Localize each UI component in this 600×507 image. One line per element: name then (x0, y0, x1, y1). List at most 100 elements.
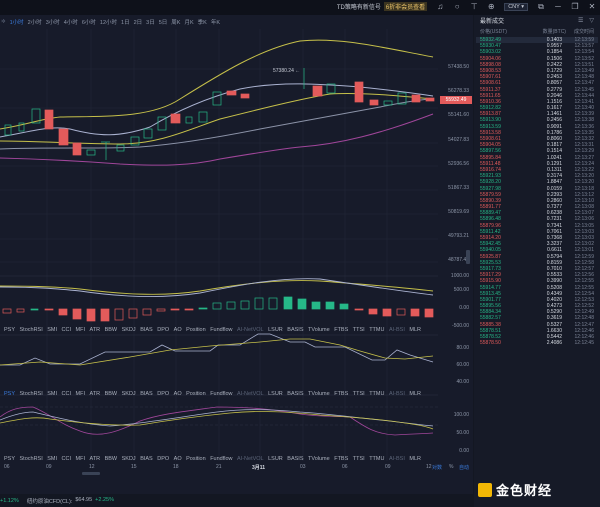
tf-2d[interactable]: 2日 (133, 20, 143, 26)
ind-position[interactable]: Position (186, 390, 206, 397)
ind-ttsi[interactable]: TTSI (352, 455, 365, 462)
ind-atr[interactable]: ATR (89, 455, 101, 462)
ind-fundflow[interactable]: Fundflow (210, 455, 233, 462)
ind-mfi[interactable]: MFI (75, 326, 85, 333)
ind-mfi[interactable]: MFI (75, 455, 85, 462)
tf-1d[interactable]: 1日 (121, 20, 130, 26)
tf-12h[interactable]: 12小时 (99, 20, 118, 26)
ind-ai-netvol[interactable]: AI-NetVOL (237, 455, 264, 462)
tf-6h[interactable]: 6小时 (81, 20, 96, 26)
ind-basis[interactable]: BASIS (287, 455, 304, 462)
ind-smi[interactable]: SMI (47, 390, 58, 397)
ind-bbw[interactable]: BBW (104, 455, 118, 462)
ind-ftbs[interactable]: FTBS (334, 455, 349, 462)
ind-atr[interactable]: ATR (89, 326, 101, 333)
chat-icon[interactable]: ○ (454, 1, 460, 11)
ind-bbw[interactable]: BBW (104, 390, 118, 397)
ind-ai-netvol[interactable]: AI-NetVOL (237, 326, 264, 333)
ind-cci[interactable]: CCI (61, 326, 72, 333)
ind-bias[interactable]: BIAS (140, 455, 153, 462)
tf-2h[interactable]: 2小时 (27, 20, 42, 26)
ind-psy[interactable]: PSY (4, 390, 16, 397)
tf-year[interactable]: 年K (210, 20, 220, 26)
ind-atr[interactable]: ATR (89, 390, 101, 397)
tf-4h[interactable]: 4小时 (63, 20, 78, 26)
ind-ttmu[interactable]: TTMU (369, 326, 385, 333)
ind-ai-netvol[interactable]: AI-NetVOL (237, 390, 264, 397)
trades-list[interactable]: 55932.49 0.1403 12:13:59 55930.47 0.9557 12:1… (474, 37, 600, 346)
ind-bias[interactable]: BIAS (140, 326, 153, 333)
ind-psy[interactable]: PSY (4, 326, 16, 333)
ind-skdj[interactable]: SKDJ (121, 326, 136, 333)
popout-icon[interactable]: ⧉ (538, 1, 544, 11)
ind-dpo[interactable]: DPO (157, 326, 170, 333)
ind-fundflow[interactable]: Fundflow (210, 326, 233, 333)
ind-skdj[interactable]: SKDJ (121, 455, 136, 462)
bell-icon[interactable]: ♫ (437, 1, 444, 11)
ind-psy[interactable]: PSY (4, 455, 16, 462)
shirt-icon[interactable]: ⊤ (470, 1, 478, 11)
ind-bias[interactable]: BIAS (140, 390, 153, 397)
ind-mlr[interactable]: MLR (409, 326, 421, 333)
currency-select[interactable]: CNY ▾ (504, 2, 528, 11)
ind-ttsi[interactable]: TTSI (352, 390, 365, 397)
ind-fundflow[interactable]: Fundflow (210, 390, 233, 397)
ind-lsur[interactable]: LSUR (268, 455, 283, 462)
promo-banner[interactable]: TD策略有新信号 6折非会员查看 (337, 2, 428, 11)
tf-3d[interactable]: 3日 (146, 20, 155, 26)
auto-scale-toggle[interactable]: 自动 (459, 465, 470, 471)
restore-icon[interactable]: ❐ (571, 1, 579, 11)
ind-ao[interactable]: AO (173, 455, 182, 462)
minimize-icon[interactable]: ─ (555, 1, 561, 11)
tf-5d[interactable]: 5日 (158, 20, 168, 26)
ind-mlr[interactable]: MLR (409, 390, 421, 397)
ind-tvolume[interactable]: TVolume (307, 326, 330, 333)
ind-ao[interactable]: AO (173, 390, 182, 397)
ind-bbw[interactable]: BBW (104, 326, 118, 333)
ind-lsur[interactable]: LSUR (268, 390, 283, 397)
ind-cci[interactable]: CCI (61, 390, 72, 397)
list-settings-icon[interactable]: ☰ (577, 18, 584, 24)
ind-ai-bsi[interactable]: AI-BSI (388, 326, 405, 333)
globe-icon[interactable]: ⊕ (487, 1, 495, 11)
ind-tvolume[interactable]: TVolume (307, 390, 330, 397)
ind-ftbs[interactable]: FTBS (334, 326, 349, 333)
ind-basis[interactable]: BASIS (287, 326, 304, 333)
ind-smi[interactable]: SMI (47, 455, 58, 462)
tf-3h[interactable]: 3小时 (45, 20, 60, 26)
tf-1h[interactable]: 1小时 (9, 20, 24, 26)
ind-ftbs[interactable]: FTBS (334, 390, 349, 397)
ind-mlr[interactable]: MLR (409, 455, 421, 462)
ind-skdj[interactable]: SKDJ (121, 390, 136, 397)
log-scale-toggle[interactable]: 对数 (432, 465, 443, 471)
star-icon[interactable]: ✲ (1, 19, 6, 25)
ind-basis[interactable]: BASIS (287, 390, 304, 397)
chart-canvas[interactable]: 57380.24 ← (0, 29, 438, 461)
ind-dpo[interactable]: DPO (157, 390, 170, 397)
ind-ttmu[interactable]: TTMU (369, 390, 385, 397)
ind-ai-bsi[interactable]: AI-BSI (388, 455, 405, 462)
promo-badge[interactable]: 6折非会员查看 (383, 2, 428, 11)
ind-lsur[interactable]: LSUR (268, 326, 283, 333)
tf-quarter[interactable]: 季K (197, 20, 207, 26)
ind-ao[interactable]: AO (173, 326, 182, 333)
tf-week[interactable]: 周K (171, 20, 181, 26)
ticker-item-oil[interactable]: 纽约原油CFD(CL): $64.95 +2.25% (27, 497, 114, 505)
tf-month[interactable]: 月K (184, 20, 194, 26)
close-icon[interactable]: ✕ (588, 1, 596, 11)
ind-cci[interactable]: CCI (61, 455, 72, 462)
ind-position[interactable]: Position (186, 326, 206, 333)
percent-scale-toggle[interactable]: % (449, 464, 454, 470)
ind-stochrsi[interactable]: StochRSI (19, 326, 43, 333)
ind-ai-bsi[interactable]: AI-BSI (388, 390, 405, 397)
ind-stochrsi[interactable]: StochRSI (19, 455, 43, 462)
axis-scroll-handle[interactable] (466, 250, 470, 264)
ind-stochrsi[interactable]: StochRSI (19, 390, 43, 397)
time-scroll-handle[interactable] (82, 472, 100, 475)
time-axis[interactable]: 06 09 12 15 18 21 3月11 03 06 09 12 对数 % … (0, 463, 473, 472)
ind-dpo[interactable]: DPO (157, 455, 170, 462)
ind-smi[interactable]: SMI (47, 326, 58, 333)
filter-icon[interactable]: ▽ (589, 18, 594, 24)
price-axis[interactable]: 57438.50 56278.33 55141.60 54027.83 5293… (440, 29, 473, 461)
ind-mfi[interactable]: MFI (75, 390, 85, 397)
